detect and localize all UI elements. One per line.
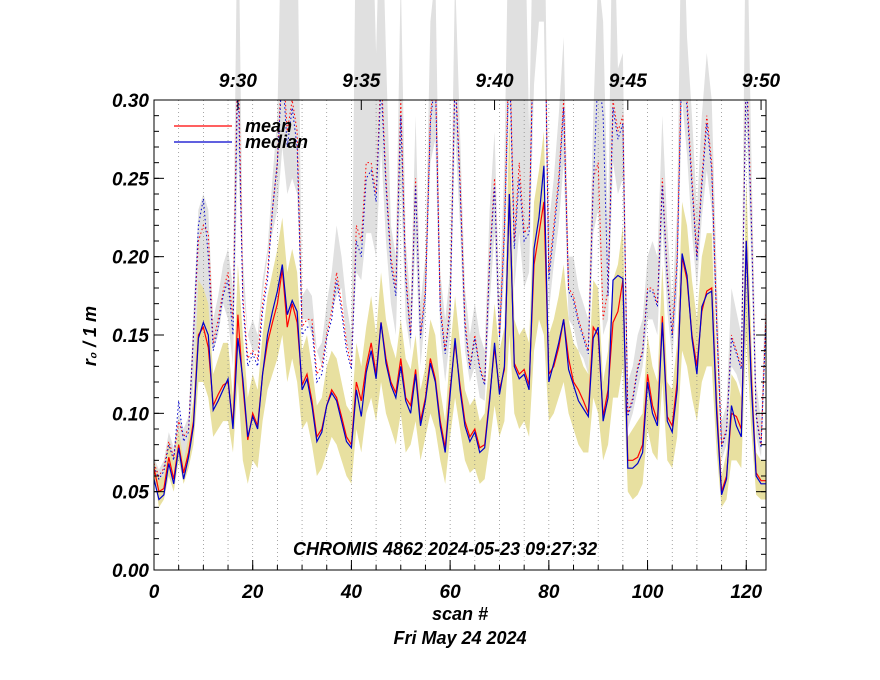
chart-title: CHROMIS 4862 2024-05-23 09:27:32 (293, 539, 597, 559)
y-tick-label: 0.30 (112, 91, 149, 112)
y-tick-label: 0.00 (112, 561, 149, 582)
x-tick-label: 40 (340, 582, 363, 603)
x-tick-label: 0 (149, 582, 160, 603)
x-axis-date-label: Fri May 24 2024 (393, 628, 526, 648)
y-axis-label: r₀ / 1 m (80, 306, 100, 366)
top-time-label: 9:35 (342, 71, 380, 92)
x-tick-label: 60 (440, 582, 462, 603)
top-time-label: 9:40 (476, 71, 514, 92)
top-time-label: 9:50 (742, 71, 780, 92)
median-line (154, 165, 766, 501)
top-time-label: 9:30 (219, 71, 257, 92)
x-tick-label: 20 (241, 582, 264, 603)
series-layer (154, 100, 766, 501)
x-tick-label: 80 (538, 582, 560, 603)
tick-labels-layer: 0.00 0.05 0.10 0.15 0.20 0.25 0.30 0 20 40 60 80 100… (112, 71, 780, 603)
legend-mean-label: mean (245, 116, 292, 136)
y-tick-label: 0.10 (112, 404, 149, 425)
x-axis-label: scan # (432, 604, 488, 624)
y-tick-label: 0.20 (112, 248, 149, 269)
axis-ticks-layer (153, 99, 766, 571)
mean-upper-line (154, 100, 766, 478)
x-tick-label: 100 (632, 582, 664, 603)
quartile-band (154, 115, 766, 508)
y-tick-label: 0.25 (112, 169, 149, 190)
y-tick-label: 0.05 (112, 483, 149, 504)
legend-median-label: median (245, 132, 308, 152)
x-tick-label: 120 (730, 582, 762, 603)
y-tick-label: 0.15 (112, 326, 149, 347)
top-time-label: 9:45 (609, 71, 647, 92)
legend: mean median (174, 116, 308, 152)
quartile-band-layer (154, 115, 766, 508)
